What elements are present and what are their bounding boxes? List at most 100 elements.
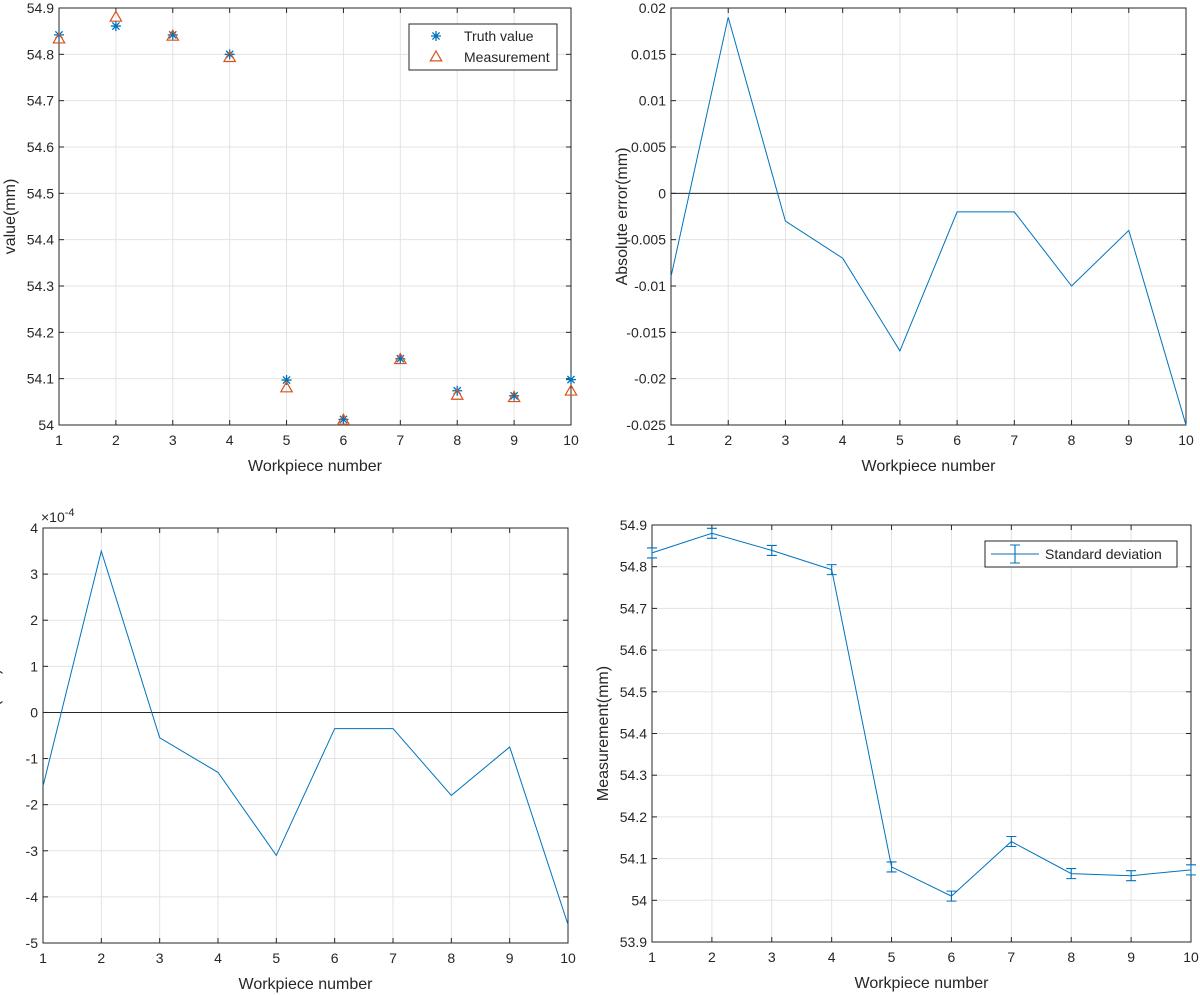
x-tick-label: 8 bbox=[1067, 949, 1075, 965]
y-tick-label: 54.1 bbox=[27, 371, 54, 387]
y-tick-label: -3 bbox=[26, 843, 39, 859]
data-point-measurement-4 bbox=[222, 50, 237, 63]
y-tick-label: -0.025 bbox=[626, 417, 666, 433]
x-tick-label: 8 bbox=[447, 950, 455, 966]
y-tick-label: 54.8 bbox=[620, 559, 647, 575]
plot-area bbox=[43, 528, 568, 943]
x-tick-label: 1 bbox=[667, 432, 675, 448]
y-tick-label: 0.01 bbox=[639, 93, 666, 109]
data-point-truth-3 bbox=[167, 29, 178, 40]
x-tick-label: 7 bbox=[1007, 949, 1015, 965]
x-tick-label: 4 bbox=[226, 432, 234, 448]
x-tick-label: 2 bbox=[708, 949, 716, 965]
x-tick-label: 7 bbox=[396, 432, 404, 448]
y-tick-label: 2 bbox=[30, 612, 38, 628]
data-point-truth-4 bbox=[224, 49, 235, 60]
data-point-measurement-5 bbox=[279, 380, 294, 393]
error-bar-9 bbox=[1126, 870, 1137, 882]
y-axis-label: Measurement(mm) bbox=[595, 666, 612, 801]
y-tick-label: 54 bbox=[38, 417, 54, 433]
data-point-measurement-2 bbox=[109, 10, 123, 22]
x-tick-label: 1 bbox=[39, 950, 47, 966]
series-absolute-error bbox=[670, 17, 1187, 426]
x-tick-label: 9 bbox=[510, 432, 518, 448]
data-point-truth-9 bbox=[509, 390, 520, 401]
data-point-measurement-8 bbox=[450, 388, 464, 400]
plot-area bbox=[671, 8, 1186, 425]
error-bar-2 bbox=[706, 527, 717, 539]
x-tick-label: 5 bbox=[272, 950, 280, 966]
x-tick-label: 10 bbox=[1183, 949, 1199, 965]
axes-box bbox=[42, 527, 569, 944]
x-tick-label: 4 bbox=[214, 950, 222, 966]
x-tick-label: 2 bbox=[112, 432, 120, 448]
legend-label-std: Standard deviation bbox=[1045, 546, 1162, 562]
y-tick-label: 0.02 bbox=[639, 0, 666, 16]
exponent-power: -4 bbox=[65, 507, 75, 519]
x-tick-label: 9 bbox=[506, 950, 514, 966]
x-tick-label: 3 bbox=[169, 432, 177, 448]
series-line bbox=[42, 549, 569, 925]
legend-label-measurement: Measurement bbox=[464, 49, 550, 65]
x-tick-label: 6 bbox=[948, 949, 956, 965]
legend: Truth value Measurement bbox=[408, 23, 558, 71]
y-tick-label: 54.3 bbox=[620, 767, 647, 783]
x-tick-label: 6 bbox=[331, 950, 339, 966]
y-tick-label: -5 bbox=[26, 935, 39, 951]
y-tick-label: 54.5 bbox=[620, 684, 647, 700]
y-tick-label: -0.02 bbox=[634, 371, 666, 387]
x-tick-label: 6 bbox=[340, 432, 348, 448]
x-tick-label: 4 bbox=[839, 432, 847, 448]
x-tick-label: 1 bbox=[55, 432, 63, 448]
x-axis-label: Workpiece number bbox=[855, 975, 990, 992]
legend-marker-truth bbox=[431, 31, 441, 41]
data-point-measurement-3 bbox=[166, 29, 180, 41]
y-tick-label: 54.7 bbox=[620, 600, 647, 616]
series-measurement bbox=[52, 10, 578, 425]
legend-box bbox=[408, 23, 558, 71]
y-tick-label: 54 bbox=[631, 892, 647, 908]
error-bar-3 bbox=[766, 544, 777, 556]
data-point-measurement-7 bbox=[393, 352, 408, 365]
series-standard-deviation bbox=[647, 527, 1196, 902]
data-point-truth-2 bbox=[110, 21, 121, 32]
error-bar-5 bbox=[886, 861, 897, 873]
y-tick-label: -0.01 bbox=[634, 278, 666, 294]
axes-box bbox=[670, 7, 1187, 426]
data-point-truth-8 bbox=[452, 385, 463, 396]
legend-marker-errorbar bbox=[991, 544, 1039, 564]
y-tick-label: -4 bbox=[26, 889, 39, 905]
x-axis-label: Workpiece number bbox=[862, 458, 997, 475]
y-tick-label: 54.9 bbox=[620, 517, 647, 533]
x-tick-label: 4 bbox=[828, 949, 836, 965]
y-tick-label: 54.4 bbox=[620, 726, 647, 742]
data-point-measurement-10 bbox=[564, 383, 578, 396]
y-tick-label: 54.6 bbox=[620, 642, 647, 658]
error-bar-10 bbox=[1186, 864, 1196, 876]
x-tick-label: 9 bbox=[1127, 949, 1135, 965]
y-tick-label: -0.015 bbox=[626, 324, 666, 340]
error-bar-6 bbox=[946, 890, 957, 902]
series-line bbox=[651, 532, 1192, 897]
y-axis-label: Relative error(mm) bbox=[0, 669, 3, 802]
x-tick-label: 7 bbox=[389, 950, 397, 966]
x-tick-label: 3 bbox=[782, 432, 790, 448]
x-tick-label: 10 bbox=[560, 950, 576, 966]
y-tick-label: 0 bbox=[30, 704, 38, 720]
x-tick-label: 2 bbox=[97, 950, 105, 966]
y-tick-label: 54.7 bbox=[27, 93, 54, 109]
x-tick-label: 5 bbox=[888, 949, 896, 965]
series-line bbox=[670, 17, 1187, 426]
x-tick-label: 8 bbox=[453, 432, 461, 448]
series-truth-value bbox=[54, 21, 576, 425]
y-tick-label: -2 bbox=[26, 797, 39, 813]
data-point-measurement-1 bbox=[52, 31, 66, 44]
y-tick-label: 54.2 bbox=[620, 809, 647, 825]
x-tick-label: 9 bbox=[1125, 432, 1133, 448]
exponent-base: ×10 bbox=[41, 509, 65, 525]
y-axis-label: Absolute error(mm) bbox=[614, 148, 631, 286]
chart-panel-2: 1 2 3 4 5 6 7 8 9 10 -0.025 -0.02 -0.015 -0.01 -0.005 0… bbox=[614, 0, 1194, 475]
y-axis-label: value(mm) bbox=[2, 179, 19, 255]
x-tick-label: 3 bbox=[156, 950, 164, 966]
